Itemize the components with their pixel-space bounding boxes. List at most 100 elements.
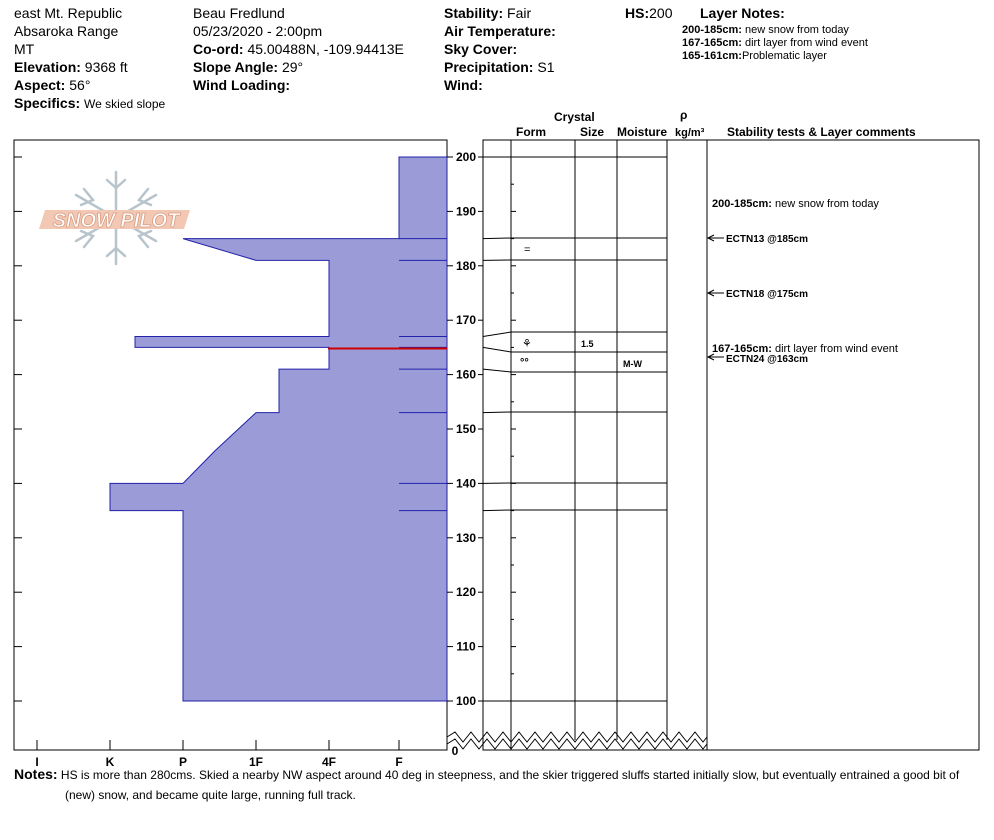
location: east Mt. Republic: [14, 5, 123, 21]
hardness-tick-label: 4F: [322, 755, 336, 769]
height-axis: 200 190 180 170 160 150 140 130 120 110 100: [447, 150, 516, 708]
datetime: 05/23/2020 - 2:00pm: [193, 23, 323, 39]
hardness-tick-label: I: [35, 755, 38, 769]
observer: Beau Fredlund: [193, 5, 285, 21]
hardness-tick-label: F: [395, 755, 402, 769]
size-value: 1.5: [581, 339, 594, 349]
aspect-label: Aspect:: [14, 77, 66, 93]
range: Absaroka Range: [14, 23, 119, 39]
comment-text: dirt layer from wind event: [775, 343, 898, 355]
crystal-header: Crystal: [554, 110, 595, 124]
hardness-tick-label: 1F: [249, 755, 263, 769]
slope-angle: Slope Angle: 29°: [193, 58, 303, 76]
stability-label: Stability:: [444, 5, 504, 21]
axis-break-top: [446, 731, 708, 743]
layer-connector: [482, 331, 512, 338]
wind-label: Wind:: [444, 77, 483, 93]
notes-line-2: (new) snow, and became quite large, runn…: [65, 788, 356, 802]
notes: Notes: HS is more than 280cms. Skied a n…: [14, 766, 959, 783]
layer-connector: [482, 368, 512, 373]
stability-comment: 167-165cm: dirt layer from wind event: [712, 343, 898, 355]
layer-row-lines: [482, 156, 667, 702]
layer-table-frame: [482, 139, 980, 751]
wind-loading-label: Wind Loading:: [193, 77, 291, 93]
rho-header: ρ: [680, 108, 688, 122]
stability-value: Fair: [507, 5, 532, 21]
comment-range: 200-185cm:: [712, 198, 772, 210]
moisture-value: M-W: [623, 359, 642, 369]
specifics-label: Specifics:: [14, 95, 81, 111]
layer-connector: [482, 509, 512, 512]
hs: HS:200: [625, 4, 672, 22]
stability-tests-header: Stability tests & Layer comments: [727, 125, 916, 139]
hardness-area: [109, 156, 448, 702]
layer-note-text: dirt layer from wind event: [745, 37, 868, 49]
form-symbol: =: [524, 244, 530, 256]
hs-value: 200: [649, 5, 673, 21]
layer-note: 200-185cm: new snow from today: [682, 24, 849, 37]
axis-break-bottom: [446, 738, 708, 750]
stability-test: ECTN18 @175cm: [726, 289, 808, 300]
specifics-value: We skied slope: [84, 97, 166, 111]
stability-test: ECTN24 @163cm: [726, 354, 808, 365]
stability: Stability: Fair: [444, 4, 531, 22]
comment-text: new snow from today: [775, 198, 879, 210]
elevation-label: Elevation:: [14, 59, 81, 75]
layer-note-text: Problematic layer: [741, 50, 827, 62]
stability-comment: 200-185cm: new snow from today: [712, 198, 879, 210]
sky-cover: Sky Cover:: [444, 40, 517, 58]
y-tick-label: 140: [456, 476, 476, 490]
comment-range: 167-165cm:: [712, 343, 772, 355]
layer-notes-title: Layer Notes:: [700, 5, 785, 21]
left-ticks: [14, 156, 22, 702]
layer-note-range: 165-161cm:: [682, 50, 742, 62]
y-tick-label: 200: [456, 150, 476, 164]
y-tick-label: 130: [456, 531, 476, 545]
sky-label: Sky Cover:: [444, 41, 518, 57]
precipitation: Precipitation: S1: [444, 58, 554, 76]
size-header: Size: [580, 125, 605, 139]
aspect-value: 56°: [69, 77, 91, 93]
precip-label: Precipitation:: [444, 59, 534, 75]
specifics: Specifics: We skied slope: [14, 94, 165, 112]
layer-connector: [482, 346, 512, 353]
layer-note: 165-161cm:Problematic layer: [682, 50, 827, 63]
aspect: Aspect: 56°: [14, 76, 90, 94]
y-tick-label: 110: [456, 640, 476, 654]
notes-line-1: HS is more than 280cms. Skied a nearby N…: [60, 768, 960, 782]
stability-test-arrow: [706, 234, 724, 242]
layer-note-text: new snow from today: [745, 24, 849, 36]
hardness-tick-label: K: [106, 755, 115, 769]
layer-connector: [482, 411, 512, 414]
layer-note: 167-165cm: dirt layer from wind event: [682, 37, 868, 50]
y-tick-label: 180: [456, 259, 476, 273]
slope-value: 29°: [281, 59, 304, 75]
moisture-header: Moisture: [617, 125, 668, 139]
hardness-profile: [109, 156, 448, 702]
layer-note-range: 167-165cm:: [682, 37, 742, 49]
y-tick-label: 100: [456, 694, 476, 708]
logo-text: SNOW PILOT: [53, 210, 181, 232]
layer-connector: [482, 237, 512, 240]
slope-label: Slope Angle:: [193, 59, 279, 75]
snow-pilot-logo: SNOW PILOT: [39, 170, 190, 266]
hardness-axis: I K P 1F 4F F: [35, 740, 403, 769]
air-temp-label: Air Temperature:: [444, 23, 556, 39]
y-tick-label: 150: [456, 422, 476, 436]
form-header: Form: [516, 125, 546, 139]
wind-loading: Wind Loading:: [193, 76, 290, 94]
hardness-tick-label: P: [179, 755, 187, 769]
coord-label: Co-ord:: [193, 41, 244, 57]
y-tick-label: 190: [456, 204, 476, 218]
hs-label: HS:: [625, 5, 650, 21]
wind: Wind:: [444, 76, 483, 94]
y-tick-label: 120: [456, 585, 476, 599]
state: MT: [14, 41, 35, 57]
y-tick-label: 170: [456, 313, 476, 327]
elevation: Elevation: 9368 ft: [14, 58, 128, 76]
coord: Co-ord: 45.00488N, -109.94413E: [193, 40, 404, 58]
stability-test: ECTN13 @185cm: [726, 234, 808, 245]
density-unit-header: kg/m³: [675, 127, 705, 139]
air-temp: Air Temperature:: [444, 22, 556, 40]
